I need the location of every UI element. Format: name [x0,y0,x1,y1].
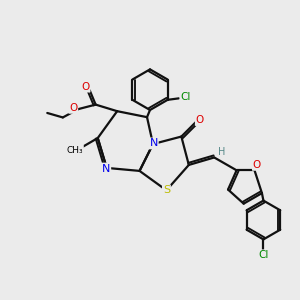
Text: S: S [163,185,170,195]
Text: O: O [69,103,77,113]
Text: Cl: Cl [180,92,191,102]
Text: O: O [196,115,204,125]
Text: O: O [81,82,90,92]
Text: O: O [253,160,261,170]
Text: N: N [149,138,158,148]
Text: Cl: Cl [258,250,268,260]
Text: CH₃: CH₃ [66,146,83,154]
Text: N: N [102,164,110,173]
Text: H: H [218,147,226,157]
